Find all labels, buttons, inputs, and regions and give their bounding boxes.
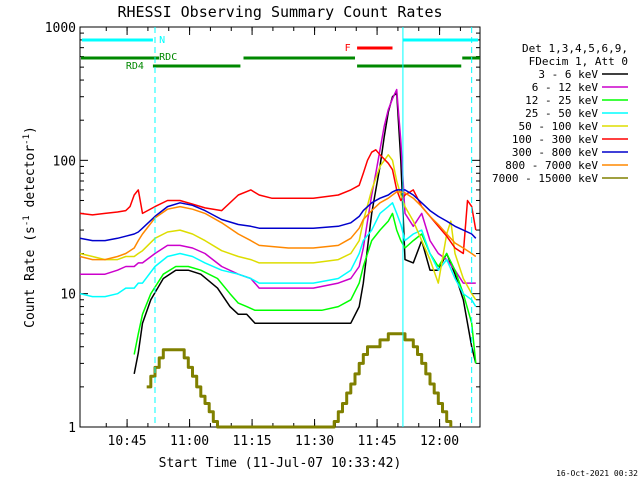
axes: 1000 100 10 1 10:45 11:00 11:15 11:30 11:45 12:00 — [45, 21, 480, 449]
night-bar-label: N — [159, 35, 165, 46]
y-axis-title-sup2: -1 — [22, 134, 32, 145]
x-tick-label: 11:45 — [358, 434, 397, 449]
series-line — [79, 202, 477, 307]
legend-entry-label: 50 - 100 keV — [519, 120, 599, 133]
y-axis-title-part3: ) — [23, 126, 38, 134]
event-markers — [154, 27, 473, 427]
rdc-bar-label: RDC — [159, 52, 177, 63]
plot-frame — [79, 26, 481, 428]
legend-entry-label: 6 - 12 keV — [532, 81, 599, 94]
series-line — [146, 332, 453, 429]
legend-header-1: Det 1,3,4,5,6,9, — [522, 42, 628, 55]
series-line — [79, 189, 477, 242]
y-axis-title-sup1: -1 — [22, 215, 32, 226]
series-line — [133, 92, 477, 375]
x-axis-title: Start Time (11-Jul-07 10:33:42) — [159, 456, 402, 471]
state-bars: N F RDC RD4 — [81, 35, 480, 72]
rd4-bar-label: RD4 — [126, 61, 144, 72]
y-axis-title: Count Rate (s-1 detector-1) — [22, 126, 38, 328]
chart-title: RHESSI Observing Summary Count Rates — [117, 3, 442, 21]
y-axis-title-part2: detector — [23, 145, 38, 216]
y-axis-title-part1: Count Rate (s — [23, 226, 38, 328]
series-layer — [79, 88, 477, 429]
flare-bar-label: F — [345, 43, 351, 54]
legend-entry-label: 7000 - 15000 keV — [492, 172, 598, 185]
y-tick-label: 1000 — [45, 21, 76, 36]
x-tick-label: 11:30 — [295, 434, 334, 449]
legend-entry-label: 12 - 25 keV — [525, 94, 598, 107]
x-tick-label: 10:45 — [108, 434, 147, 449]
legend-entry-label: 800 - 7000 keV — [505, 159, 598, 172]
legend-entry-label: 25 - 50 keV — [525, 107, 598, 120]
x-tick-label: 12:00 — [420, 434, 459, 449]
y-tick-label: 10 — [60, 288, 76, 303]
y-tick-label: 1 — [68, 421, 76, 436]
legend-entry-label: 3 - 6 keV — [538, 68, 598, 81]
y-tick-label: 100 — [53, 154, 76, 169]
legend-header-2: FDecim 1, Att 0 — [529, 55, 628, 68]
legend: Det 1,3,4,5,6,9, FDecim 1, Att 0 3 - 6 k… — [492, 42, 628, 185]
series-line — [79, 154, 477, 301]
footer-timestamp: 16-Oct-2021 00:32 — [556, 469, 638, 478]
x-tick-label: 11:00 — [170, 434, 209, 449]
legend-entry-label: 100 - 300 keV — [512, 133, 598, 146]
x-tick-label: 11:15 — [233, 434, 272, 449]
series-line — [79, 191, 477, 261]
series-line — [80, 88, 476, 289]
legend-entry-label: 300 - 800 keV — [512, 146, 598, 159]
